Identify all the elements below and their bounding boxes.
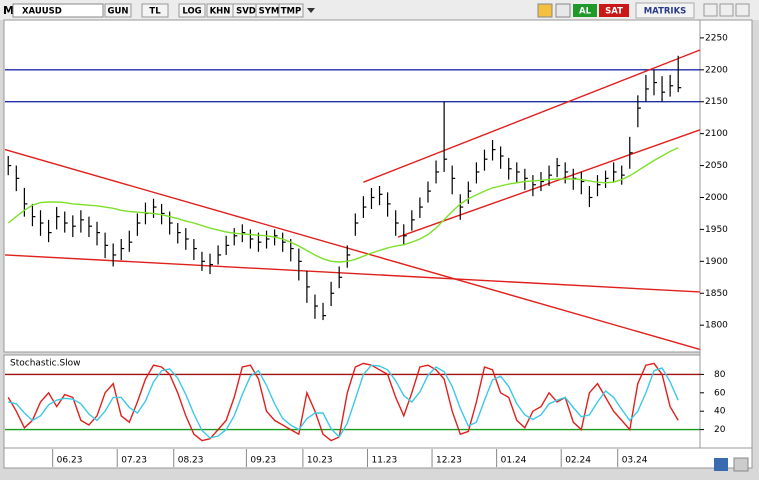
x-tick-label: 10.23 — [307, 456, 333, 466]
x-tick-label: 06.23 — [57, 456, 83, 466]
toolbar-button-label: TMP — [281, 7, 302, 17]
sell-label: SAT — [605, 7, 623, 17]
moving-average — [7, 147, 679, 263]
panel-title: Stochastic.Slow — [10, 359, 81, 369]
y-tick-label: 2250 — [705, 33, 728, 43]
stoch-line — [8, 364, 679, 439]
trend-line — [363, 49, 701, 183]
settings-icon[interactable] — [733, 457, 749, 472]
y-tick-label: 60 — [714, 388, 726, 398]
toolbar-button-label: SVD — [236, 7, 256, 17]
dropdown-arrow — [307, 8, 315, 13]
y-tick-label: 1900 — [705, 257, 728, 267]
trend-line — [4, 254, 701, 293]
stoch-line — [7, 362, 679, 442]
y-tick-label: 2150 — [705, 97, 728, 107]
y-tick-label: 40 — [714, 407, 726, 417]
y-tick-label: 80 — [714, 370, 726, 380]
x-tick-label: 08.23 — [178, 456, 204, 466]
y-tick-label: 2200 — [705, 65, 728, 75]
minimize[interactable] — [703, 3, 718, 17]
icon-button[interactable] — [537, 3, 553, 18]
logo: M — [3, 4, 14, 17]
brand: MATRIKS — [644, 7, 687, 17]
toolbar-button[interactable] — [278, 3, 304, 18]
toolbar-button[interactable] — [141, 3, 169, 18]
x-tick-label: 02.24 — [565, 456, 591, 466]
price-axis — [699, 19, 753, 449]
close[interactable] — [735, 3, 750, 17]
x-tick-label: 11.23 — [371, 456, 397, 466]
x-tick-label: 03.24 — [622, 456, 648, 466]
date-axis — [3, 447, 753, 469]
buy-label: AL — [579, 7, 592, 17]
brand-box — [635, 2, 695, 19]
buy-button[interactable] — [573, 4, 597, 17]
symbol-box[interactable] — [12, 3, 104, 18]
y-tick-label: 2050 — [705, 161, 728, 171]
icon-button[interactable] — [555, 3, 571, 18]
y-tick-label: 2000 — [705, 193, 728, 203]
x-tick-label: 01.24 — [501, 456, 527, 466]
symbol: XAUUSD — [22, 7, 62, 17]
y-tick-label: 1800 — [705, 321, 728, 331]
toolbar-button-label: SYM — [259, 7, 280, 17]
price-panel — [3, 19, 701, 353]
y-tick-label: 20 — [714, 425, 726, 435]
sync-icon[interactable] — [714, 458, 728, 471]
sell-button[interactable] — [599, 4, 629, 17]
stoch-panel — [3, 354, 701, 449]
toolbar-button[interactable] — [104, 3, 132, 18]
x-tick-label: 07.23 — [121, 456, 147, 466]
x-tick-label: 12.23 — [436, 456, 462, 466]
y-tick-label: 2100 — [705, 129, 728, 139]
maximize[interactable] — [719, 3, 734, 17]
toolbar-button-label: LOG — [182, 7, 201, 17]
toolbar-button[interactable] — [178, 3, 206, 18]
toolbar-button-label: TL — [149, 7, 161, 17]
toolbar-button-label: KHN — [210, 7, 231, 17]
trend-line — [4, 148, 701, 351]
toolbar-button-label: GUN — [108, 7, 129, 17]
x-tick-label: 09.23 — [250, 456, 276, 466]
y-tick-label: 1950 — [705, 225, 728, 235]
y-tick-label: 1850 — [705, 289, 728, 299]
